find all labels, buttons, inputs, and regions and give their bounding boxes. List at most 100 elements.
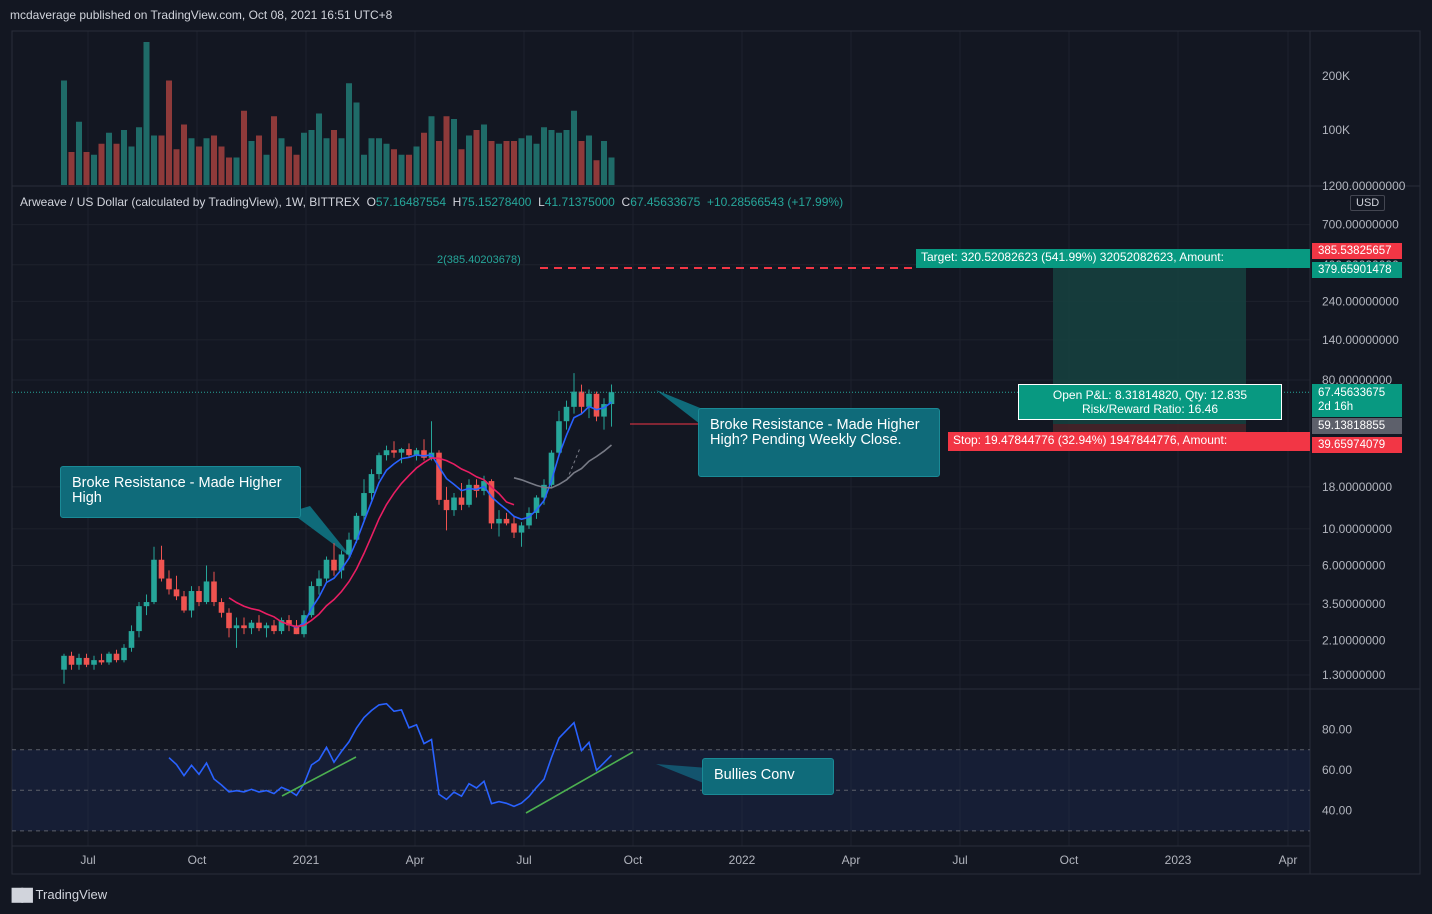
candle-body <box>533 497 540 513</box>
volume-bar <box>301 132 307 185</box>
candle-body <box>511 523 517 533</box>
candle-body <box>233 625 240 629</box>
candle-body <box>83 657 90 665</box>
time-tick-label: 2022 <box>729 853 756 867</box>
candle-body <box>248 622 255 629</box>
volume-bar <box>481 124 487 185</box>
candle-body <box>563 406 570 422</box>
volume-bar <box>248 141 255 185</box>
candle-body <box>331 559 337 571</box>
price-tag-entry: 59.13818855 <box>1312 418 1402 434</box>
volume-bar <box>391 149 397 185</box>
candle-body <box>263 625 270 629</box>
ma-slow-line <box>513 444 613 489</box>
chart-frame <box>11 30 1421 875</box>
volume-bar <box>548 130 555 185</box>
time-tick-label: Jul <box>952 853 967 867</box>
volume-bar <box>61 80 67 185</box>
candle-body <box>278 620 285 632</box>
volume-bar <box>241 110 247 185</box>
target-label[interactable]: Target: 320.52082623 (541.99%) 320520826… <box>916 249 1310 268</box>
volume-bar <box>233 157 240 185</box>
candle-body <box>113 653 120 661</box>
volume-bar <box>443 116 450 185</box>
candle-body <box>158 559 165 579</box>
rsi-pane <box>12 702 1310 832</box>
volume-bar <box>98 143 105 185</box>
candle-body <box>308 586 315 616</box>
candle-body <box>571 391 577 407</box>
candle-body <box>121 647 127 661</box>
candle-body <box>443 499 450 511</box>
currency-badge[interactable]: USD <box>1350 195 1386 211</box>
volume-bar <box>278 138 285 185</box>
volume-bar <box>541 127 547 185</box>
tradingview-logo[interactable]: ▇▇ TradingView <box>12 886 107 903</box>
time-tick-label: Apr <box>1279 853 1298 867</box>
volume-bar <box>271 116 277 185</box>
candle-body <box>548 452 555 485</box>
bar-countdown: 2d 16h <box>1318 401 1354 413</box>
candle-body <box>488 481 495 524</box>
candle-body <box>473 484 480 491</box>
pnl-box[interactable]: Open P&L: 8.31814820, Qty: 12.835 Risk/R… <box>1018 384 1282 420</box>
volume-bar <box>293 154 300 185</box>
volume-bar <box>436 141 442 185</box>
tv-logo-icon: ▇▇ <box>12 886 33 902</box>
candle-body <box>143 602 150 607</box>
annotation-bottom[interactable]: Bullies Conv <box>702 758 834 795</box>
candle-body <box>421 450 427 458</box>
annotation-left[interactable]: Broke Resistance - Made Higher High <box>60 466 301 518</box>
candle-body <box>271 625 277 632</box>
candle-body <box>413 450 420 456</box>
stop-label[interactable]: Stop: 19.47844776 (32.94%) 1947844776, A… <box>948 432 1310 451</box>
candle-body <box>68 655 75 665</box>
candle-body <box>578 391 585 407</box>
candle-body <box>593 393 600 417</box>
volume-tick-label: 100K <box>1322 123 1350 137</box>
long-position-zone[interactable] <box>290 267 1246 784</box>
candle-body <box>406 449 412 456</box>
price-tick-label: 140.00000000 <box>1322 333 1399 347</box>
annotation-pointer <box>656 764 708 784</box>
volume-bar <box>466 135 472 185</box>
annotation-pointer <box>656 390 710 424</box>
volume-bar <box>113 143 120 185</box>
time-tick-label: Oct <box>1060 853 1079 867</box>
candle-body <box>76 657 82 665</box>
volume-bar <box>166 80 172 185</box>
volume-bar <box>578 141 585 185</box>
candle-body <box>286 620 292 626</box>
time-axis[interactable]: Jul Oct 2021 Apr Jul Oct 2022 Apr Jul Oct 2023 Apr <box>80 853 1297 867</box>
annotation-pointer <box>290 506 352 558</box>
volume-bar <box>143 42 150 185</box>
volume-bar <box>511 141 517 185</box>
volume-bar <box>608 157 615 185</box>
candle-body <box>556 421 562 453</box>
volume-bar <box>76 121 82 185</box>
time-tick-label: Apr <box>406 853 425 867</box>
candle-body <box>383 450 390 456</box>
rsi-tick-label: 80.00 <box>1322 722 1352 736</box>
candle-body <box>451 497 457 511</box>
candle-body <box>166 578 172 590</box>
volume-bar <box>128 146 135 185</box>
annotation-right[interactable]: Broke Resistance - Made Higher High? Pen… <box>698 408 940 477</box>
candle-body <box>226 612 232 629</box>
volume-bar <box>203 138 210 185</box>
candle-body <box>338 554 345 571</box>
rsi-tick-label: 40.00 <box>1322 804 1352 818</box>
price-tick-label: 1.30000000 <box>1322 668 1386 682</box>
volume-bar <box>316 113 322 185</box>
volume-bar <box>458 149 465 185</box>
ma-mid-line <box>228 457 515 628</box>
price-tick-label: 1200.00000000 <box>1322 179 1406 193</box>
candle-body <box>526 512 532 526</box>
trend-dash <box>566 447 581 481</box>
volume-bar <box>338 138 345 185</box>
volume-bar <box>503 141 510 185</box>
price-tag-stop: 39.65974079 <box>1312 437 1402 453</box>
volume-bar <box>256 135 262 185</box>
fib-label: 2(385.40203678) <box>437 254 521 266</box>
